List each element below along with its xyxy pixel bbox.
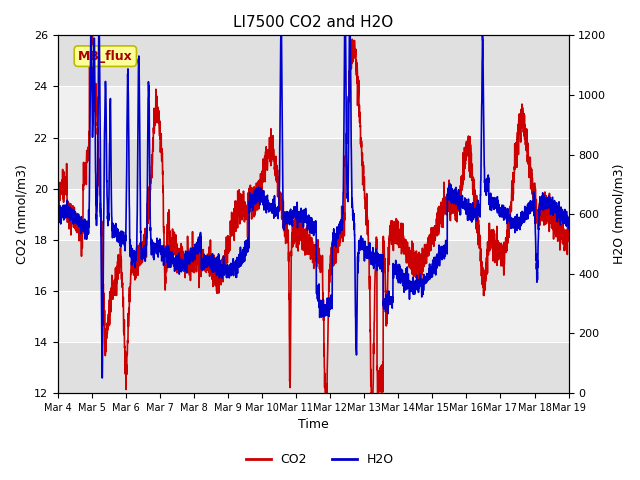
Y-axis label: CO2 (mmol/m3): CO2 (mmol/m3) (15, 164, 28, 264)
Y-axis label: H2O (mmol/m3): H2O (mmol/m3) (612, 164, 625, 264)
Bar (58, 240, 568, 291)
Legend: CO2, H2O: CO2, H2O (241, 448, 399, 471)
Bar (58, 189, 568, 240)
Title: LI7500 CO2 and H2O: LI7500 CO2 and H2O (233, 15, 393, 30)
Bar (58, 138, 568, 189)
Bar (58, 86, 568, 138)
Text: MB_flux: MB_flux (78, 49, 132, 63)
X-axis label: Time: Time (298, 419, 328, 432)
Bar (58, 36, 568, 86)
Bar (58, 291, 568, 342)
Bar (58, 342, 568, 393)
